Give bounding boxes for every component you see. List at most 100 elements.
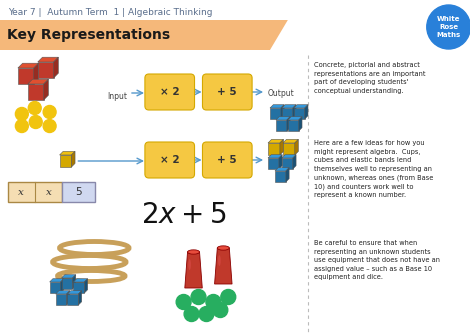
Ellipse shape [188, 259, 191, 270]
Polygon shape [275, 168, 289, 171]
FancyBboxPatch shape [145, 142, 194, 178]
Circle shape [199, 307, 214, 322]
Polygon shape [276, 117, 290, 120]
Polygon shape [55, 291, 70, 294]
Circle shape [29, 116, 42, 129]
Polygon shape [282, 155, 296, 158]
Polygon shape [28, 84, 44, 100]
Polygon shape [67, 291, 82, 294]
Polygon shape [44, 79, 48, 100]
Circle shape [221, 290, 236, 305]
Ellipse shape [218, 255, 221, 266]
Polygon shape [61, 279, 64, 293]
Text: + 5: + 5 [218, 87, 237, 97]
Ellipse shape [188, 250, 200, 254]
Polygon shape [73, 282, 84, 293]
Text: Be careful to ensure that when
representing an unknown students
use equipment th: Be careful to ensure that when represent… [314, 240, 439, 280]
Polygon shape [50, 279, 64, 282]
Polygon shape [28, 79, 48, 84]
Text: $2x+5$: $2x+5$ [141, 201, 226, 228]
Polygon shape [294, 105, 308, 108]
Polygon shape [275, 171, 286, 182]
Text: 5: 5 [75, 187, 82, 197]
Polygon shape [287, 117, 290, 131]
Polygon shape [215, 248, 232, 284]
FancyBboxPatch shape [202, 74, 252, 110]
Polygon shape [268, 158, 279, 169]
Polygon shape [84, 279, 88, 293]
Polygon shape [50, 282, 61, 293]
Polygon shape [276, 120, 287, 131]
Polygon shape [73, 279, 88, 282]
Polygon shape [34, 63, 38, 84]
Polygon shape [282, 105, 296, 108]
Polygon shape [293, 105, 296, 119]
Circle shape [15, 120, 28, 133]
Polygon shape [60, 151, 75, 155]
Polygon shape [299, 117, 302, 131]
Polygon shape [288, 120, 299, 131]
Circle shape [43, 120, 56, 133]
Polygon shape [62, 275, 76, 278]
Circle shape [15, 108, 28, 121]
Polygon shape [288, 117, 302, 120]
Text: Here are a few ideas for how you
might represent algebra.  Cups,
cubes and elast: Here are a few ideas for how you might r… [314, 140, 433, 198]
Polygon shape [55, 294, 66, 305]
Text: Year 7 |  Autumn Term  1 | Algebraic Thinking: Year 7 | Autumn Term 1 | Algebraic Think… [8, 7, 212, 16]
Polygon shape [283, 143, 295, 155]
Circle shape [191, 290, 206, 305]
Text: Concrete, pictorial and abstract
representations are an important
part of develo: Concrete, pictorial and abstract represe… [314, 62, 425, 94]
FancyBboxPatch shape [202, 142, 252, 178]
Circle shape [28, 102, 41, 115]
Polygon shape [268, 139, 283, 143]
Text: Input: Input [107, 92, 127, 101]
Polygon shape [72, 151, 75, 167]
Polygon shape [38, 62, 54, 78]
Polygon shape [294, 108, 305, 119]
Polygon shape [295, 139, 298, 155]
Circle shape [43, 106, 56, 119]
FancyBboxPatch shape [8, 182, 62, 202]
Circle shape [176, 295, 191, 310]
Circle shape [427, 5, 471, 49]
Polygon shape [279, 155, 282, 169]
Polygon shape [305, 105, 308, 119]
Polygon shape [281, 105, 284, 119]
Text: + 5: + 5 [218, 155, 237, 165]
Polygon shape [282, 108, 293, 119]
Text: White
Rose
Maths: White Rose Maths [437, 16, 461, 38]
Text: × 2: × 2 [160, 155, 180, 165]
Circle shape [206, 295, 221, 310]
Polygon shape [78, 291, 82, 305]
Text: × 2: × 2 [160, 87, 180, 97]
Polygon shape [282, 158, 293, 169]
Polygon shape [0, 20, 288, 50]
Polygon shape [268, 143, 280, 155]
Polygon shape [185, 252, 202, 288]
Polygon shape [268, 155, 282, 158]
Polygon shape [18, 63, 38, 68]
Text: Output: Output [268, 89, 295, 98]
Polygon shape [286, 168, 289, 182]
Polygon shape [293, 155, 296, 169]
Polygon shape [54, 57, 58, 78]
Polygon shape [67, 294, 78, 305]
Text: x: x [18, 187, 24, 196]
Polygon shape [283, 139, 298, 143]
FancyBboxPatch shape [62, 182, 95, 202]
Text: Key Representations: Key Representations [7, 28, 170, 42]
Polygon shape [73, 275, 76, 289]
Polygon shape [38, 57, 58, 62]
Polygon shape [62, 278, 73, 289]
Polygon shape [18, 68, 34, 84]
FancyBboxPatch shape [145, 74, 194, 110]
Polygon shape [66, 291, 70, 305]
Ellipse shape [217, 246, 229, 250]
Polygon shape [60, 155, 72, 167]
Circle shape [184, 307, 199, 322]
Polygon shape [270, 105, 284, 108]
Polygon shape [280, 139, 283, 155]
Text: x: x [46, 187, 52, 196]
Polygon shape [270, 108, 281, 119]
Circle shape [213, 303, 228, 318]
